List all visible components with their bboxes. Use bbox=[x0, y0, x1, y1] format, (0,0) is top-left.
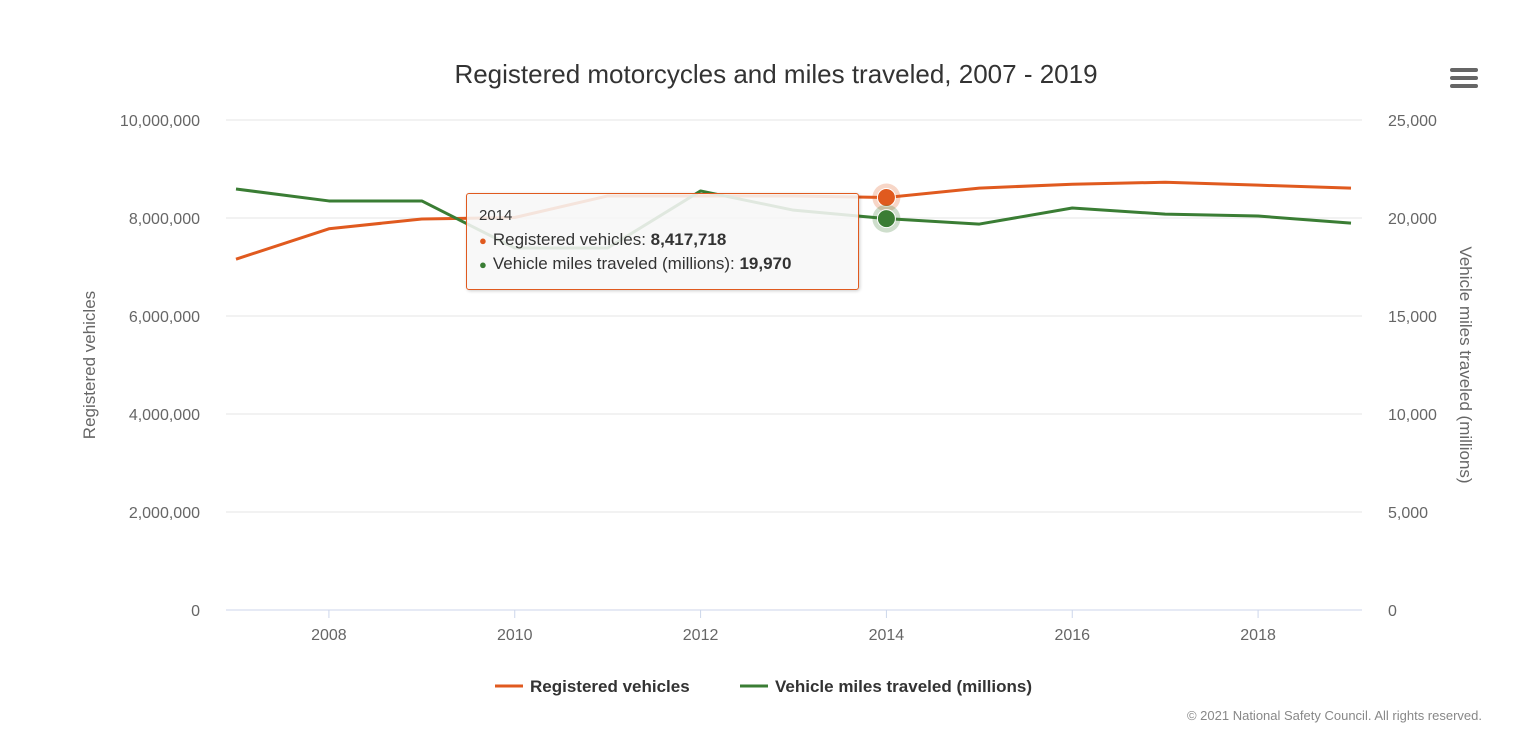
x-tick-label: 2016 bbox=[1054, 627, 1090, 644]
left-tick-label: 4,000,000 bbox=[129, 407, 200, 424]
right-tick-label: 5,000 bbox=[1388, 505, 1428, 522]
tooltip-row: ● Vehicle miles traveled (millions): 19,9… bbox=[479, 254, 846, 274]
right-tick-label: 10,000 bbox=[1388, 407, 1437, 424]
x-tick-label: 2010 bbox=[497, 627, 533, 644]
data-point-2014 bbox=[876, 209, 896, 229]
right-tick-label: 0 bbox=[1388, 603, 1397, 620]
left-axis-label: Registered vehicles bbox=[80, 291, 99, 439]
left-tick-label: 6,000,000 bbox=[129, 309, 200, 326]
orange-dot-icon: ● bbox=[479, 233, 487, 248]
data-point-2014 bbox=[876, 188, 896, 208]
tooltip-label: Registered vehicles: bbox=[492, 230, 651, 249]
tooltip-year: 2014 bbox=[479, 207, 513, 224]
credit: © 2021 National Safety Council. All righ… bbox=[1186, 708, 1482, 723]
left-tick-label: 8,000,000 bbox=[129, 211, 200, 228]
x-tick-label: 2008 bbox=[311, 627, 347, 644]
x-tick-label: 2014 bbox=[869, 627, 905, 644]
left-tick-label: 10,000,000 bbox=[120, 113, 200, 130]
legend-item: Registered vehicles bbox=[530, 677, 690, 696]
tooltip: 2014 ● Registered vehicles: 8,417,718 ● Ve… bbox=[466, 193, 859, 290]
tooltip-row: ● Registered vehicles: 8,417,718 bbox=[479, 230, 846, 250]
left-tick-label: 0 bbox=[191, 603, 200, 620]
tooltip-value: 19,970 bbox=[739, 254, 792, 273]
x-tick-label: 2018 bbox=[1240, 627, 1276, 644]
legend-item: Vehicle miles traveled (millions) bbox=[775, 677, 1032, 696]
x-tick-label: 2012 bbox=[683, 627, 719, 644]
right-tick-label: 20,000 bbox=[1388, 211, 1437, 228]
tooltip-label: Vehicle miles traveled (millions): bbox=[492, 254, 740, 273]
chart-title: Registered motorcycles and miles travele… bbox=[454, 59, 1097, 89]
green-dot-icon: ● bbox=[479, 257, 487, 272]
tooltip-value: 8,417,718 bbox=[650, 230, 727, 249]
hamburger-menu-icon[interactable] bbox=[1450, 68, 1478, 90]
left-tick-label: 2,000,000 bbox=[129, 505, 200, 522]
right-axis-label: Vehicle miles traveled (millions) bbox=[1456, 246, 1475, 483]
right-tick-label: 15,000 bbox=[1388, 309, 1437, 326]
right-tick-label: 25,000 bbox=[1388, 113, 1437, 130]
